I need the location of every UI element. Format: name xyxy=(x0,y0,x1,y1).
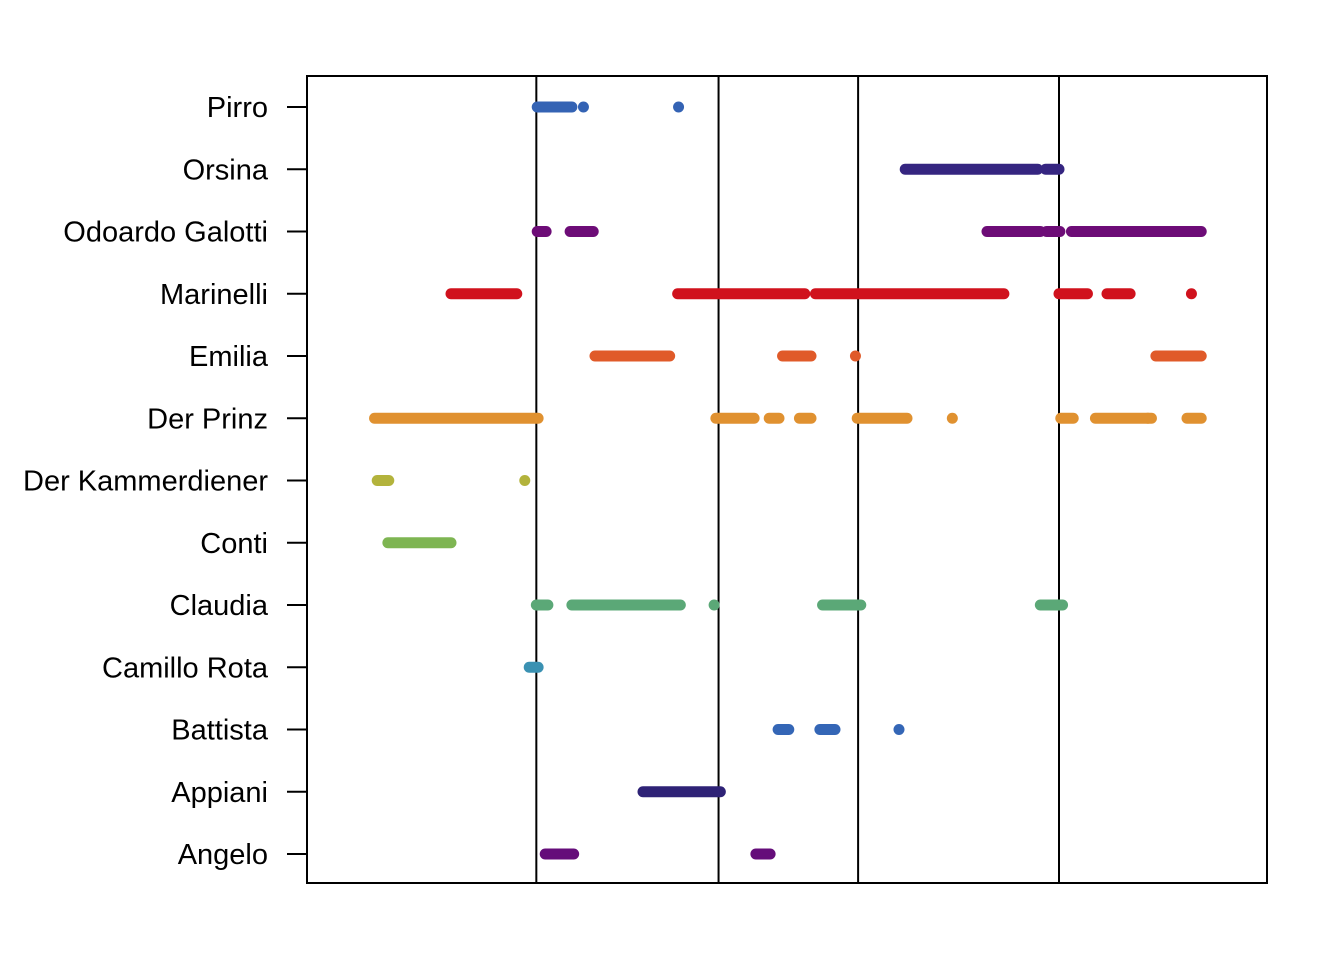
y-tick-label-angelo: Angelo xyxy=(178,839,268,871)
series-marinelli xyxy=(445,288,1197,300)
y-tick-label-battista: Battista xyxy=(171,715,269,747)
y-tick-label-pirro: Pirro xyxy=(207,92,268,124)
presence-point-claudia-1 xyxy=(708,599,720,611)
y-tick-label-marinelli: Marinelli xyxy=(160,279,268,311)
presence-point-pirro-3 xyxy=(673,101,685,113)
y-axis-ticks xyxy=(287,106,307,855)
series-pirro xyxy=(531,101,685,113)
series-der-prinz xyxy=(369,412,1207,424)
presence-point-marinelli-1 xyxy=(1185,288,1197,300)
y-tick-label-camillo-rota: Camillo Rota xyxy=(102,652,269,684)
presence-point-der-kammerdiener-1 xyxy=(519,475,531,486)
presence-point-battista-1 xyxy=(893,724,905,735)
series-der-kammerdiener xyxy=(371,475,531,486)
act-boundary-lines xyxy=(535,76,1060,883)
y-tick-label-der-kammerdiener: Der Kammerdiener xyxy=(23,466,268,498)
data-marks xyxy=(369,101,1207,860)
y-tick-label-claudia: Claudia xyxy=(170,590,269,622)
y-axis-labels: Angelo Appiani Battista Camillo Rota Claudia… xyxy=(23,92,269,871)
y-tick-label-der-prinz: Der Prinz xyxy=(147,403,268,435)
y-tick-label-orsina: Orsina xyxy=(183,154,269,186)
series-emilia xyxy=(589,350,1207,362)
y-tick-label-appiani: Appiani xyxy=(171,777,268,809)
series-claudia xyxy=(530,599,1069,611)
presence-point-pirro-2 xyxy=(577,101,589,113)
y-tick-label-odoardo-galotti: Odoardo Galotti xyxy=(63,217,268,249)
presence-point-der-prinz-1 xyxy=(946,412,958,424)
presence-point-pirro-1 xyxy=(533,101,545,113)
y-tick-label-emilia: Emilia xyxy=(189,341,269,373)
series-battista xyxy=(772,724,905,735)
plot-frame xyxy=(306,75,1268,884)
presence-point-der-prinz-2 xyxy=(1142,412,1154,424)
y-tick-label-conti: Conti xyxy=(200,528,268,560)
presence-point-emilia-1 xyxy=(849,350,861,362)
